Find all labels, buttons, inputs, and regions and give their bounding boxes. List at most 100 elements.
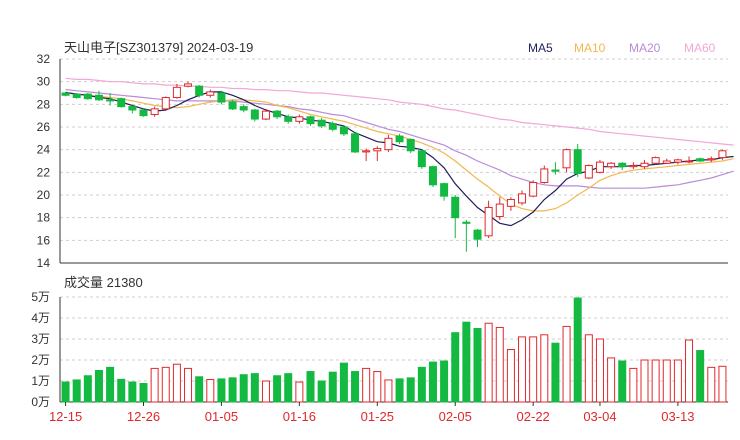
candle-body <box>94 94 103 101</box>
candle <box>373 146 382 161</box>
candle-body <box>506 199 515 207</box>
candlesticks <box>61 81 727 252</box>
volume-bar <box>462 321 471 403</box>
candle <box>440 182 449 201</box>
volume-bar <box>273 375 282 403</box>
date-tick-label: 12-26 <box>127 409 160 424</box>
candle <box>462 219 471 252</box>
candle-body <box>217 92 226 103</box>
date-tick-label: 02-05 <box>439 409 472 424</box>
candle <box>362 148 371 161</box>
candle <box>295 114 304 124</box>
candle <box>428 165 437 188</box>
price-tick-label: 14 <box>37 256 51 270</box>
candle <box>562 148 571 173</box>
candle <box>662 158 671 164</box>
candle-body <box>618 162 627 168</box>
candle-body <box>206 91 215 96</box>
ma10-line <box>65 92 734 212</box>
price-tick-label: 28 <box>37 97 51 111</box>
candle-body <box>540 168 549 184</box>
chart-title: 天山电子[SZ301379] 2024-03-19 <box>64 40 253 55</box>
candle <box>328 121 337 132</box>
volume-bar <box>406 377 415 403</box>
candle-body <box>295 116 304 122</box>
volume-bar <box>451 332 460 403</box>
candle <box>184 81 193 88</box>
volume-bar <box>718 365 727 403</box>
candle-body <box>696 158 705 162</box>
price-tick-label: 30 <box>37 75 51 89</box>
candle <box>451 195 460 239</box>
candle <box>106 93 115 106</box>
candle-body <box>595 161 604 173</box>
candle <box>72 93 81 99</box>
candle-body <box>195 85 204 96</box>
volume-bar <box>250 373 259 403</box>
candle <box>473 229 482 248</box>
volume-bar <box>295 381 304 403</box>
candle-body <box>406 138 415 152</box>
date-tick-label: 01-16 <box>283 409 316 424</box>
candle-body <box>395 135 404 143</box>
candle-body <box>440 183 449 197</box>
candle <box>607 162 616 169</box>
volume-title: 成交量 21380 <box>64 275 143 290</box>
candle <box>685 156 694 164</box>
volume-bar <box>529 336 538 403</box>
candle-body <box>261 110 270 120</box>
candle-body <box>139 109 148 117</box>
volume-bar <box>696 350 705 403</box>
candle-body <box>306 116 315 125</box>
candle-body <box>651 157 660 164</box>
volume-grid <box>59 296 728 403</box>
candle <box>284 114 293 124</box>
volume-bar <box>72 379 81 403</box>
volume-tick-label: 2万 <box>31 353 50 367</box>
volume-bar <box>206 379 215 403</box>
candle-body <box>250 109 259 120</box>
candle <box>395 133 404 144</box>
volume-bar <box>484 322 493 403</box>
candle-body <box>495 203 504 218</box>
candle-body <box>339 126 348 135</box>
candle-body <box>529 182 538 197</box>
candle <box>551 162 560 175</box>
volume-bar <box>306 371 315 403</box>
candle-body <box>373 148 382 152</box>
candle <box>117 97 126 108</box>
candle-body <box>562 149 571 169</box>
candle <box>696 157 705 163</box>
volume-bar <box>117 378 126 403</box>
candle <box>584 164 593 180</box>
candle <box>529 180 538 198</box>
volume-bar <box>228 377 237 403</box>
candle-body <box>384 137 393 151</box>
candle <box>595 159 604 174</box>
candle-body <box>685 160 694 163</box>
candle-body <box>607 162 616 168</box>
candle <box>629 162 638 169</box>
volume-bar <box>518 336 527 403</box>
candle-body <box>707 158 716 161</box>
candle-body <box>629 165 638 168</box>
candle-body <box>328 123 337 130</box>
volume-bar <box>629 367 638 403</box>
date-tick-label: 03-04 <box>583 409 616 424</box>
volume-bar <box>351 371 360 403</box>
volume-bar <box>362 367 371 403</box>
candle-body <box>718 150 727 159</box>
candle <box>172 83 181 99</box>
candle <box>417 149 426 169</box>
volume-bar <box>317 380 326 403</box>
volume-bar <box>707 366 716 403</box>
candle-body <box>462 221 471 224</box>
candle-body <box>106 99 115 102</box>
volume-bar <box>328 371 337 403</box>
volume-bar <box>150 367 159 403</box>
candle <box>206 89 215 98</box>
volume-bar <box>618 360 627 403</box>
candle-body <box>662 160 671 164</box>
candle <box>495 197 504 220</box>
